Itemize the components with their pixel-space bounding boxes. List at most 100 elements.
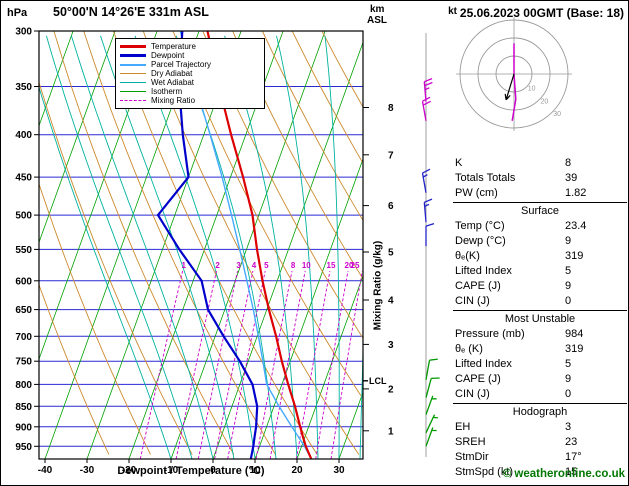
stats-row: StmDir 17° bbox=[453, 450, 627, 465]
datetime-title: 25.06.2023 00GMT (Base: 18) bbox=[459, 6, 624, 20]
temperature-axis-labels: -40 -30 -20 -10 0 10 20 30 bbox=[38, 459, 345, 476]
wind-barb bbox=[423, 77, 433, 102]
stats-row-value: 1.82 bbox=[565, 187, 587, 199]
svg-text:6: 6 bbox=[388, 201, 394, 212]
svg-text:3: 3 bbox=[236, 261, 241, 270]
mixing-ratio-axis-label: Mixing Ratio (g/kg) bbox=[372, 240, 384, 331]
stats-row: θₑ (K) 319 bbox=[453, 342, 627, 357]
temperature-axis-label: Dewpoint / Temperature (°C) bbox=[117, 465, 265, 477]
legend-label: Dewpoint bbox=[151, 51, 185, 60]
legend-label: Wet Adiabat bbox=[151, 78, 194, 87]
stats-panel: K 8 Totals Totals 3 9 PW (cm) 1.82 Surface Temp … bbox=[453, 155, 627, 481]
stats-row: StmSpd (kt) 15 bbox=[453, 465, 627, 480]
legend-box: Temperature Dewpoint Parcel Trajectory Dry … bbox=[115, 38, 265, 109]
legend-label: Isotherm bbox=[151, 87, 183, 96]
stats-section-hodograph: Hodograph EH 3 SREH 23 StmDir 17° StmSpd (kt) 15 bbox=[453, 403, 627, 481]
stats-row-value: 3 bbox=[565, 421, 572, 433]
stats-row: Lifted Index 5 bbox=[453, 357, 627, 372]
hodograph-unit-label: kt bbox=[448, 6, 458, 17]
svg-text:-40: -40 bbox=[38, 465, 53, 476]
legend-swatch bbox=[120, 73, 146, 74]
legend-item-temperature: Temperature bbox=[120, 42, 260, 51]
svg-text:8: 8 bbox=[388, 103, 394, 114]
stats-row-value: 5 bbox=[565, 265, 572, 277]
legend-item-isotherm: Isotherm bbox=[120, 87, 260, 96]
stats-row-value: 0 bbox=[565, 295, 572, 307]
svg-text:500: 500 bbox=[15, 211, 32, 222]
legend-item-dewpoint: Dewpoint bbox=[120, 51, 260, 60]
svg-text:1: 1 bbox=[181, 261, 186, 270]
stats-row-value: 23.4 bbox=[565, 220, 587, 232]
svg-text:5: 5 bbox=[388, 248, 394, 259]
stats-row-label: CIN (J) bbox=[455, 388, 490, 400]
stats-row-label: PW (cm) bbox=[455, 187, 498, 199]
svg-text:0: 0 bbox=[210, 465, 216, 476]
legend-swatch bbox=[120, 91, 146, 92]
dry-adiabat-lines bbox=[39, 31, 363, 455]
svg-text:20: 20 bbox=[345, 261, 354, 270]
svg-text:8: 8 bbox=[291, 261, 296, 270]
stats-row: Lifted Index 5 bbox=[453, 264, 627, 279]
stats-row: EH 3 bbox=[453, 420, 627, 435]
wind-barb bbox=[425, 414, 438, 434]
temperature-curve bbox=[206, 31, 313, 459]
svg-text:850: 850 bbox=[15, 402, 32, 413]
wind-barb bbox=[425, 358, 438, 380]
stats-row-value: 9 bbox=[565, 280, 572, 292]
legend-swatch bbox=[120, 63, 146, 66]
stats-row-value: 9 bbox=[565, 235, 572, 247]
stats-section-title: Surface bbox=[521, 205, 559, 217]
svg-text:LCL: LCL bbox=[369, 376, 387, 386]
stats-row-value: 15 bbox=[565, 466, 578, 478]
stats-row-label: θₑ(K) bbox=[455, 250, 480, 262]
svg-text:25: 25 bbox=[351, 261, 360, 270]
legend-swatch bbox=[120, 82, 146, 83]
lcl-marker: LCL bbox=[363, 376, 387, 386]
stats-row: CAPE (J) 9 bbox=[453, 279, 627, 294]
svg-text:700: 700 bbox=[15, 332, 32, 343]
stats-row-value: 319 bbox=[565, 343, 584, 355]
svg-text:30: 30 bbox=[333, 465, 345, 476]
svg-text:10: 10 bbox=[302, 261, 311, 270]
svg-text:2: 2 bbox=[215, 261, 220, 270]
stats-row-label: K bbox=[455, 157, 463, 169]
stats-row-value: 23 bbox=[565, 436, 578, 448]
stats-row: SREH 23 bbox=[453, 435, 627, 450]
stats-row-value: 5 bbox=[565, 358, 572, 370]
svg-text:-10: -10 bbox=[164, 465, 179, 476]
stats-row: θₑ(K) 319 bbox=[453, 249, 627, 264]
hodograph-wind-trace bbox=[511, 43, 517, 121]
legend-item-parcel-trajectory: Parcel Trajectory bbox=[120, 60, 260, 69]
stats-row-value: 9 bbox=[565, 373, 572, 385]
legend-label: Temperature bbox=[151, 42, 196, 51]
svg-text:550: 550 bbox=[15, 245, 32, 256]
stats-row-label: SREH bbox=[455, 436, 486, 448]
legend-swatch bbox=[120, 45, 146, 48]
stats-section-title: Most Unstable bbox=[504, 313, 576, 325]
stats-row-label: Dewp (°C) bbox=[455, 235, 506, 247]
stats-row-label: Totals Totals bbox=[455, 172, 516, 184]
stats-row-label: Pressure (mb) bbox=[455, 328, 525, 340]
stats-row-label: CIN (J) bbox=[455, 295, 490, 307]
svg-text:20: 20 bbox=[291, 465, 303, 476]
altitude-datum-label: ASL bbox=[367, 15, 387, 26]
stats-section-surface: Surface Temp (°C) 23.4 Dewp (°C) 9 θₑ(K) 319 Li… bbox=[453, 202, 627, 310]
svg-text:7: 7 bbox=[388, 150, 394, 161]
legend-item-mixing-ratio: Mixing Ratio bbox=[120, 96, 260, 105]
svg-text:650: 650 bbox=[15, 305, 32, 316]
svg-text:15: 15 bbox=[327, 261, 336, 270]
stats-row-label: Temp (°C) bbox=[455, 220, 505, 232]
stats-row-label: StmDir bbox=[455, 451, 489, 463]
parcel-trajectory-curve bbox=[179, 31, 312, 459]
km-asl-axis-labels: 1 2 3 4 5 6 7 8 bbox=[363, 103, 394, 437]
stats-row: Pressure (mb) 984 bbox=[453, 327, 627, 342]
wind-barb bbox=[425, 377, 440, 398]
svg-text:-20: -20 bbox=[122, 465, 137, 476]
stats-section-indices: K 8 Totals Totals 39 PW (cm) 1.82 bbox=[453, 155, 627, 202]
svg-text:950: 950 bbox=[15, 442, 32, 453]
stats-row: CIN (J) 0 bbox=[453, 294, 627, 309]
pressure-axis-labels: 300 350 400 450 500 550 600 650 700 750 800 850 900 9… bbox=[15, 27, 39, 453]
legend-swatch bbox=[120, 54, 146, 57]
